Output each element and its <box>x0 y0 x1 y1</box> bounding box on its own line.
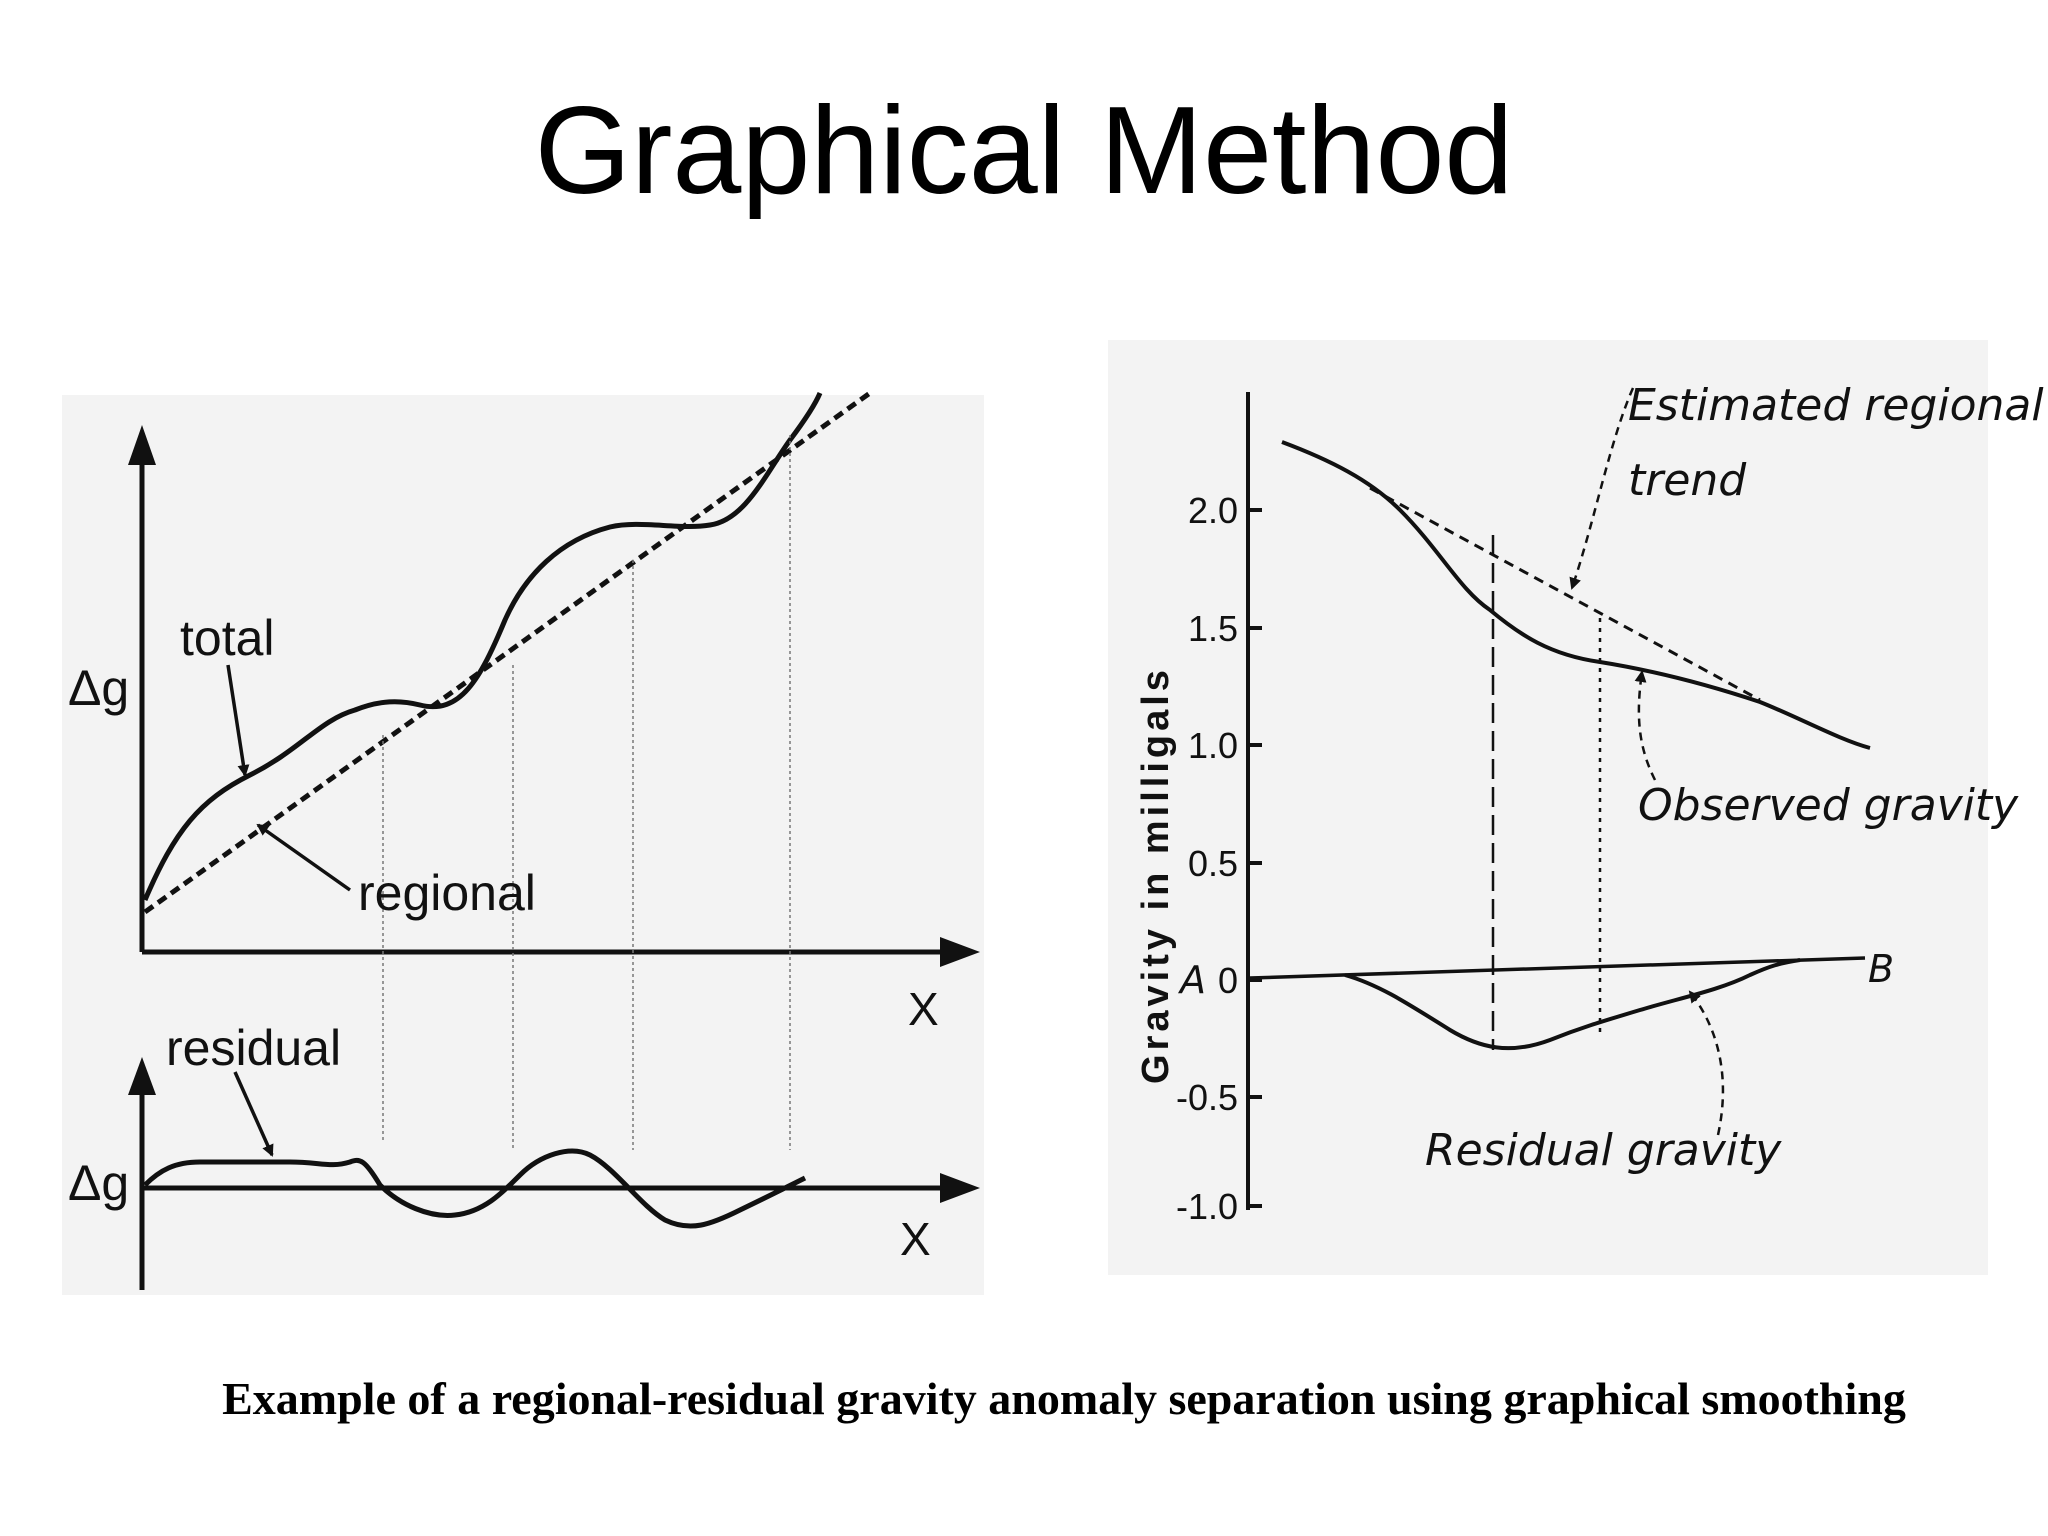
right-panel-background <box>1108 340 1988 1275</box>
leader-arrows-left <box>226 664 352 1157</box>
guide-lines <box>382 435 791 1150</box>
residual-gravity-curve <box>1344 958 1801 1051</box>
tick-label-1-0: 1.0 <box>1188 725 1238 766</box>
top-x-label: X <box>908 983 939 1035</box>
top-panel-axes <box>128 425 980 967</box>
tick-label-1-5: 1.5 <box>1188 608 1238 649</box>
estimated-regional-trend <box>1369 486 1761 702</box>
residual-label: residual <box>166 1020 341 1076</box>
tick-label-2-0: 2.0 <box>1188 490 1238 531</box>
total-label: total <box>180 610 275 666</box>
observed-gravity-label: Observed gravity <box>1638 780 2019 831</box>
top-y-label: Δg <box>68 660 129 716</box>
total-curve <box>142 392 823 901</box>
point-label-a: A <box>1177 958 1206 1002</box>
regional-trend-label-line2: trend <box>1628 455 1747 506</box>
regional-label: regional <box>358 865 536 921</box>
bottom-panel-axes <box>128 1057 980 1290</box>
slide-title: Graphical Method <box>534 82 1514 220</box>
right-diagram: 2.0 1.5 1.0 0.5 0 -0.5 -1.0 Gravity in m… <box>1108 340 2044 1275</box>
bottom-y-label: Δg <box>68 1155 129 1211</box>
construction-lines <box>1491 535 1602 1050</box>
regional-trend-label-line1: Estimated regional <box>1628 380 2044 431</box>
figure-caption: Example of a regional-residual gravity a… <box>0 1372 2048 1432</box>
right-tick-labels: 2.0 1.5 1.0 0.5 0 -0.5 -1.0 <box>1176 490 1238 1227</box>
observed-gravity-curve <box>1281 440 1871 750</box>
bottom-x-label: X <box>900 1213 931 1265</box>
figure-caption-text: Example of a regional-residual gravity a… <box>222 1373 1906 1424</box>
leader-arrows-right <box>1569 387 1725 1136</box>
point-label-b: B <box>1868 947 1894 991</box>
baseline-ab <box>1249 956 1866 980</box>
left-diagram: Δg X total regional residual Δg X <box>62 390 984 1295</box>
tick-label-0: 0 <box>1218 960 1238 1001</box>
tick-label-0-5: 0.5 <box>1188 843 1238 884</box>
right-y-ticks <box>1248 508 1262 1208</box>
tick-label-neg-0-5: -0.5 <box>1176 1077 1238 1118</box>
right-y-axis-title: Gravity in milligals <box>1135 666 1177 1084</box>
residual-curve <box>143 1148 807 1229</box>
left-panel-background <box>62 395 984 1295</box>
tick-label-neg-1-0: -1.0 <box>1176 1186 1238 1227</box>
residual-gravity-label: Residual gravity <box>1425 1125 1782 1176</box>
